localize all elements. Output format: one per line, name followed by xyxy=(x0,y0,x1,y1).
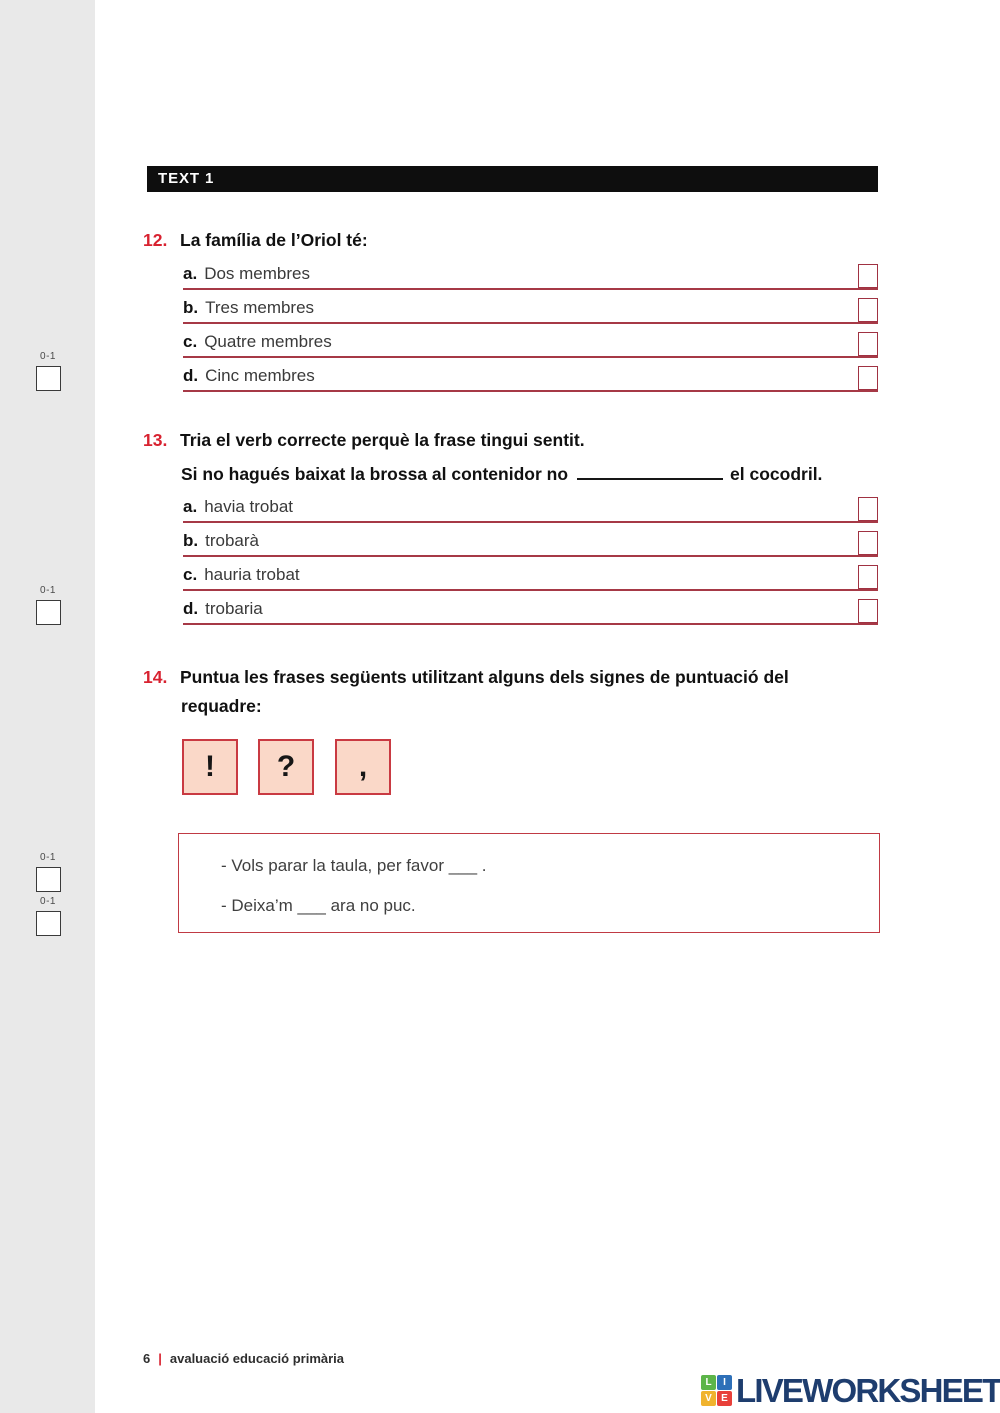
option-checkbox[interactable] xyxy=(858,565,878,589)
punctuation-sign-exclamation[interactable]: ! xyxy=(182,739,238,795)
score-label: 0-1 xyxy=(40,351,56,362)
option-letter: d. xyxy=(183,599,199,618)
option-letter: d. xyxy=(183,366,199,385)
liveworksheets-logo: L I V E LIVEWORKSHEETS xyxy=(701,1372,1000,1409)
question-12-heading: 12. La família de l’Oriol té: xyxy=(143,230,368,250)
option-row-d: d. Cinc membres xyxy=(183,365,878,392)
option-text: trobaria xyxy=(205,599,263,618)
option-letter: b. xyxy=(183,531,199,550)
option-letter: b. xyxy=(183,298,199,317)
logo-tile-e: E xyxy=(717,1391,732,1406)
score-checkbox[interactable] xyxy=(35,911,61,936)
option-checkbox[interactable] xyxy=(858,298,878,322)
section-header-bar: TEXT 1 xyxy=(147,166,878,192)
option-text: havia trobat xyxy=(204,497,294,516)
option-letter: c. xyxy=(183,332,198,351)
option-checkbox[interactable] xyxy=(858,599,878,623)
question-number: 12. xyxy=(143,230,168,250)
question-prompt: La família de l’Oriol té: xyxy=(180,230,368,250)
option-text: hauria trobat xyxy=(204,565,300,584)
option-text: Dos membres xyxy=(204,264,310,283)
footer-separator: | xyxy=(158,1351,162,1366)
option-checkbox[interactable] xyxy=(858,531,878,555)
option-letter: a. xyxy=(183,264,198,283)
punctuation-sign-comma[interactable]: , xyxy=(335,739,391,795)
score-checkbox[interactable] xyxy=(35,366,61,391)
logo-tile-v: V xyxy=(701,1391,716,1406)
option-row-d: d. trobaria xyxy=(183,598,878,625)
sign-glyph: ! xyxy=(205,750,215,783)
logo-tiles-icon: L I V E xyxy=(701,1375,732,1406)
score-unit: 0-1 xyxy=(35,896,61,936)
score-checkbox[interactable] xyxy=(35,600,61,625)
option-checkbox[interactable] xyxy=(858,332,878,356)
option-row-a: a. havia trobat xyxy=(183,496,878,523)
option-letter: a. xyxy=(183,497,198,516)
punctuation-sign-question[interactable]: ? xyxy=(258,739,314,795)
question-number: 14. xyxy=(143,667,168,687)
answer-box: - Vols parar la taula, per favor ___ . -… xyxy=(178,833,880,933)
logo-tile-i: I xyxy=(717,1375,732,1390)
option-checkbox[interactable] xyxy=(858,497,878,521)
question-number: 13. xyxy=(143,430,168,450)
option-checkbox[interactable] xyxy=(858,264,878,288)
option-row-c: c. hauria trobat xyxy=(183,564,878,591)
score-label: 0-1 xyxy=(40,585,56,596)
page-number: 6 xyxy=(143,1351,151,1366)
question-prompt-line2: requadre: xyxy=(181,696,262,716)
footer-text: avaluació educació primària xyxy=(169,1351,345,1366)
score-checkbox[interactable] xyxy=(35,867,61,892)
question-prompt: Tria el verb correcte perquè la frase ti… xyxy=(180,430,585,450)
sign-glyph: , xyxy=(358,750,368,783)
page-footer: 6 | avaluació educació primària xyxy=(143,1351,344,1366)
logo-tile-l: L xyxy=(701,1375,716,1390)
option-text: Cinc membres xyxy=(205,366,315,385)
score-label: 0-1 xyxy=(40,896,56,907)
option-row-c: c. Quatre membres xyxy=(183,331,878,358)
answer-blank[interactable] xyxy=(577,478,724,480)
score-label: 0-1 xyxy=(40,852,56,863)
sentence-before-blank: Si no hagués baixat la brossa al conteni… xyxy=(181,464,569,484)
option-checkbox[interactable] xyxy=(858,366,878,390)
option-row-a: a. Dos membres xyxy=(183,263,878,290)
score-unit: 0-1 xyxy=(35,351,61,391)
option-letter: c. xyxy=(183,565,198,584)
logo-wordmark: LIVEWORKSHEETS xyxy=(736,1372,1000,1409)
left-margin-strip xyxy=(0,0,95,1413)
sign-glyph: ? xyxy=(276,750,296,783)
sentence-after-blank: el cocodril. xyxy=(730,464,823,484)
option-row-b: b. trobarà xyxy=(183,530,878,557)
answer-line[interactable]: - Deixa’m ___ ara no puc. xyxy=(221,896,416,915)
question-14-heading: 14. Puntua les frases següents utilitzan… xyxy=(143,667,789,687)
question-prompt-line1: Puntua les frases següents utilitzant al… xyxy=(180,667,789,687)
score-unit: 0-1 xyxy=(35,852,61,892)
option-text: Tres membres xyxy=(205,298,315,317)
fill-in-sentence: Si no hagués baixat la brossa al conteni… xyxy=(181,464,822,485)
option-text: Quatre membres xyxy=(204,332,332,351)
answer-line[interactable]: - Vols parar la taula, per favor ___ . xyxy=(221,856,487,875)
question-13-heading: 13. Tria el verb correcte perquè la fras… xyxy=(143,430,585,450)
score-unit: 0-1 xyxy=(35,585,61,625)
option-text: trobarà xyxy=(205,531,259,550)
section-title: TEXT 1 xyxy=(158,170,215,187)
option-row-b: b. Tres membres xyxy=(183,297,878,324)
